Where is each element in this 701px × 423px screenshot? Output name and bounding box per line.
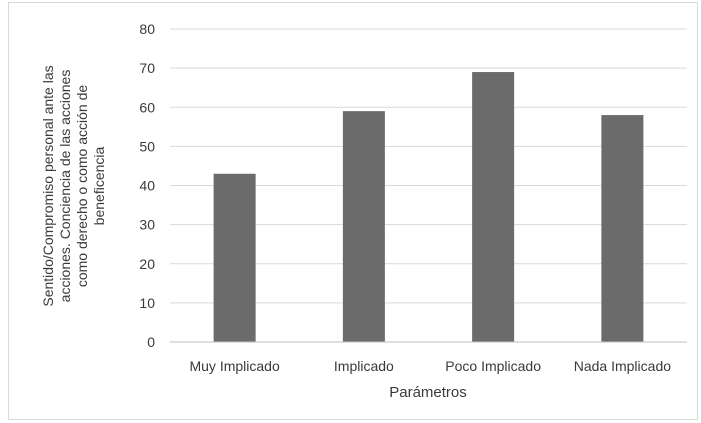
y-axis-title-line: acciones. Conciencia de las acciones bbox=[57, 70, 73, 303]
y-tick-label: 50 bbox=[139, 138, 155, 154]
x-tick-label: Muy Implicado bbox=[189, 358, 279, 374]
y-tick-label: 20 bbox=[139, 256, 155, 272]
x-tick-label: Poco Implicado bbox=[445, 358, 541, 374]
y-tick-label: 40 bbox=[139, 178, 155, 194]
y-tick-label: 60 bbox=[139, 99, 155, 115]
gridlines bbox=[170, 28, 687, 304]
y-tick-label: 80 bbox=[139, 21, 155, 37]
bars bbox=[213, 72, 644, 342]
y-tick-labels: 0 10 20 30 40 50 60 70 80 bbox=[139, 21, 155, 350]
y-tick-label: 0 bbox=[147, 334, 155, 350]
bar-poco-implicado bbox=[472, 72, 515, 342]
y-axis-title-line: como derecho o como acción de bbox=[74, 85, 90, 288]
x-tick-labels: Muy Implicado Implicado Poco Implicado Nada… bbox=[189, 358, 671, 374]
bar-muy-implicado bbox=[213, 173, 256, 342]
y-tick-label: 30 bbox=[139, 217, 155, 233]
y-tick-label: 70 bbox=[139, 60, 155, 76]
bar-nada-implicado bbox=[601, 115, 644, 342]
y-axis-title-line: beneficencia bbox=[91, 146, 107, 225]
bar-implicado bbox=[342, 111, 385, 342]
y-axis-title-line: Sentido/Compromiso personal ante las bbox=[40, 65, 56, 306]
y-tick-label: 10 bbox=[139, 295, 155, 311]
x-tick-label: Implicado bbox=[334, 358, 394, 374]
x-tick-label: Nada Implicado bbox=[574, 358, 671, 374]
y-axis-title: Sentido/Compromiso personal ante las acci… bbox=[40, 65, 107, 306]
x-axis-title: Parámetros bbox=[389, 384, 467, 401]
